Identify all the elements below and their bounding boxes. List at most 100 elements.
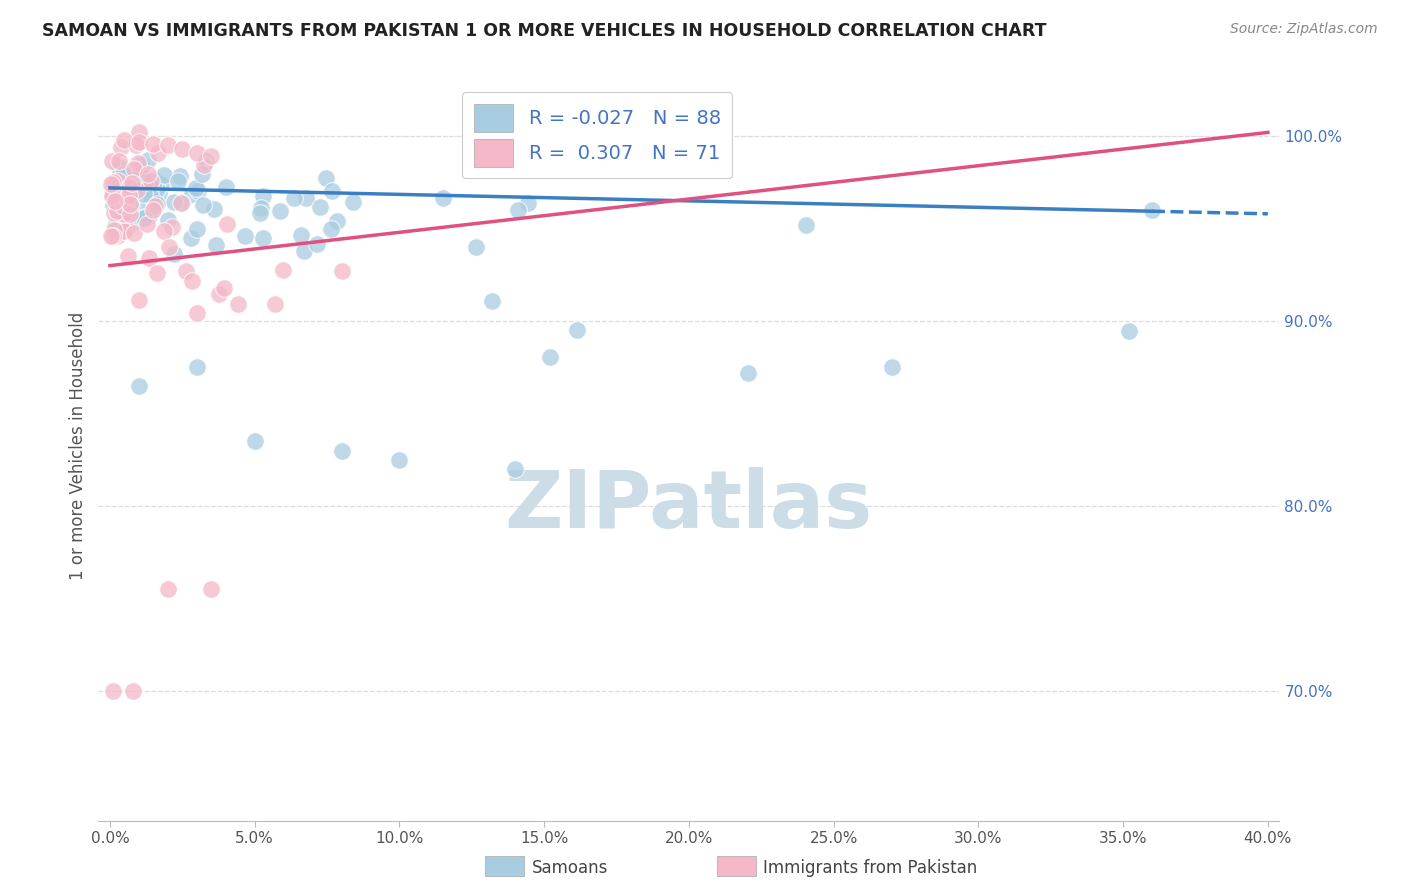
Point (565, 323, 588, 337)
Point (101, 684, 124, 698)
Point (1140, 203, 1163, 218)
Text: Immigrants from Pakistan: Immigrants from Pakistan (763, 859, 977, 877)
Point (794, 218, 817, 232)
Point (195, 154, 218, 169)
Point (252, 231, 274, 245)
Point (214, 281, 236, 295)
Point (117, 188, 139, 202)
Point (264, 297, 287, 311)
Point (128, 125, 150, 139)
Point (481, 294, 503, 309)
Point (149, 177, 172, 191)
Point (187, 184, 209, 198)
Point (170, 196, 193, 211)
Point (330, 264, 353, 278)
Point (115, 221, 138, 235)
Point (217, 217, 239, 231)
Point (101, 229, 124, 244)
Point (103, 223, 125, 237)
Point (249, 205, 271, 219)
Point (128, 135, 150, 149)
Point (152, 224, 174, 238)
Point (142, 202, 165, 217)
Point (138, 167, 160, 181)
Text: ZIPatlas: ZIPatlas (505, 467, 873, 545)
Point (101, 175, 124, 189)
Point (128, 161, 150, 176)
Point (880, 360, 903, 375)
Point (128, 379, 150, 393)
Point (252, 189, 274, 203)
Point (180, 274, 202, 288)
Point (538, 350, 561, 364)
Point (122, 185, 145, 199)
Point (138, 251, 160, 265)
Point (169, 169, 191, 183)
Point (146, 145, 169, 160)
Point (143, 173, 166, 187)
Point (167, 173, 190, 187)
Point (193, 198, 215, 212)
Point (146, 197, 169, 211)
Point (465, 240, 488, 254)
Point (129, 157, 152, 171)
Point (120, 207, 142, 221)
Point (118, 180, 141, 194)
Point (517, 195, 540, 210)
Point (128, 293, 150, 308)
Point (148, 186, 170, 200)
Point (250, 201, 273, 215)
Point (226, 297, 249, 311)
Point (163, 247, 186, 261)
Text: Samoans: Samoans (531, 859, 607, 877)
Point (122, 684, 145, 698)
Point (141, 174, 163, 188)
Point (233, 229, 256, 244)
Point (180, 186, 202, 201)
Point (122, 161, 145, 176)
Point (180, 231, 202, 245)
Point (100, 178, 122, 192)
Point (138, 209, 160, 223)
Point (143, 199, 166, 213)
Point (135, 186, 157, 200)
Point (121, 209, 143, 223)
Point (100, 229, 122, 244)
Point (134, 210, 156, 224)
Point (243, 434, 266, 449)
Point (101, 154, 124, 169)
Point (112, 199, 135, 213)
Point (114, 133, 136, 147)
Point (315, 171, 337, 186)
Point (305, 236, 328, 251)
Point (163, 194, 186, 209)
Point (135, 218, 157, 232)
Point (104, 194, 127, 208)
Point (215, 180, 238, 194)
Point (101, 189, 124, 203)
Point (103, 205, 125, 219)
Point (105, 204, 128, 219)
Point (321, 184, 343, 198)
Point (321, 222, 343, 236)
Point (125, 183, 148, 197)
Point (271, 262, 294, 277)
Point (107, 229, 129, 244)
Point (202, 202, 225, 217)
Point (186, 306, 208, 320)
Point (506, 202, 529, 217)
Point (128, 202, 150, 216)
Point (193, 158, 215, 172)
Point (157, 212, 180, 227)
Point (114, 195, 136, 210)
Point (117, 249, 139, 263)
Point (160, 220, 183, 235)
Point (118, 166, 141, 180)
Point (139, 177, 162, 191)
Point (115, 176, 138, 190)
Point (157, 240, 180, 254)
Point (138, 153, 160, 167)
Point (174, 263, 197, 277)
Point (108, 160, 131, 174)
Point (330, 443, 353, 458)
